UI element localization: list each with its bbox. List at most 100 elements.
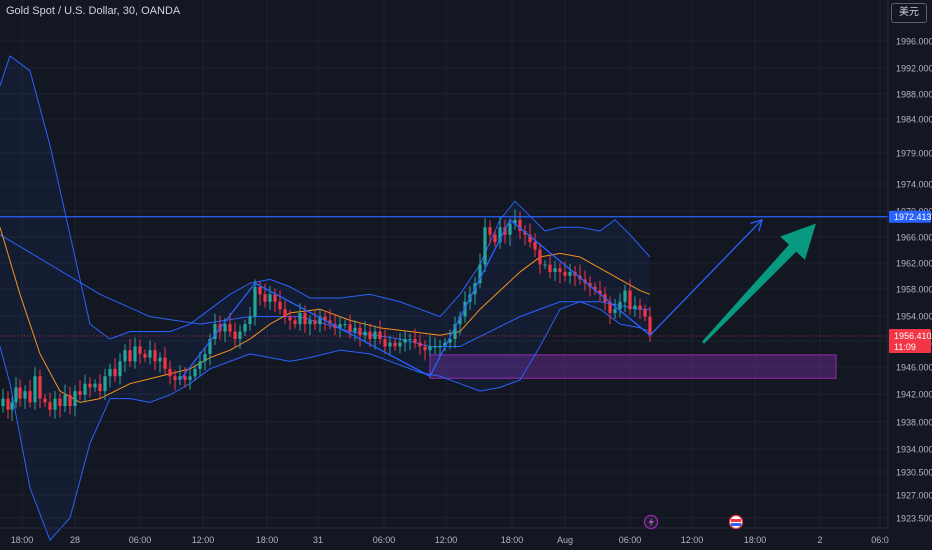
candle-body xyxy=(513,219,517,224)
time-tick-label: 06:0 xyxy=(871,535,889,545)
zigzag-line xyxy=(179,219,651,381)
candle-body xyxy=(23,391,27,399)
candle-body xyxy=(493,234,497,243)
candle-body xyxy=(543,264,547,266)
candle-body xyxy=(83,383,87,395)
candle-body xyxy=(438,346,442,348)
candle-body xyxy=(383,339,387,347)
price-tick-label: 1934.000 xyxy=(896,445,932,455)
time-tick-label: 12:00 xyxy=(681,535,704,545)
candle-body xyxy=(148,350,152,358)
price-axis: 1996.000 1992.000 1988.000 1984.000 1979.000… xyxy=(887,0,932,550)
candle-body xyxy=(183,376,187,380)
flag-event-icon xyxy=(728,514,744,530)
candle-body xyxy=(483,227,487,265)
candle-body xyxy=(88,383,92,388)
candle-body xyxy=(98,383,102,392)
candle-body xyxy=(113,368,117,377)
candle-body xyxy=(458,316,462,325)
candle-body xyxy=(423,346,427,351)
candle-body xyxy=(363,331,367,336)
candle-body xyxy=(63,394,67,407)
candle-body xyxy=(613,309,617,313)
candle-body xyxy=(638,305,642,310)
candle-body xyxy=(248,316,252,325)
candle-body xyxy=(18,387,22,399)
candle-body xyxy=(163,357,167,369)
candle-body xyxy=(393,342,397,347)
candle-body xyxy=(103,376,107,392)
countdown-label: 11:09 xyxy=(894,342,916,352)
candle-body xyxy=(518,219,522,231)
price-tick-label: 1962.000 xyxy=(896,259,932,269)
candle-body xyxy=(328,320,332,325)
price-tick-label: 1988.000 xyxy=(896,90,932,100)
price-axis-background xyxy=(888,0,932,550)
candle-body xyxy=(198,361,202,369)
bollinger-upper xyxy=(0,55,651,340)
price-tick-label: 1979.000 xyxy=(896,149,932,159)
candle-body xyxy=(293,320,297,325)
candle-body xyxy=(538,249,542,265)
candle-body xyxy=(38,376,42,399)
time-tick-label: 12:00 xyxy=(435,535,458,545)
candle-body xyxy=(633,305,637,310)
candle-body xyxy=(553,268,557,272)
currency-button[interactable]: 美元 xyxy=(891,3,927,23)
candle-body xyxy=(533,242,537,250)
candle-body xyxy=(68,394,72,407)
candle-body xyxy=(158,357,162,362)
candle-body xyxy=(78,391,82,395)
lightning-event-icon xyxy=(643,514,659,530)
candle-body xyxy=(298,312,302,325)
candle-body xyxy=(648,316,652,336)
candle-body xyxy=(178,376,182,380)
price-tick-label: 1923.500 xyxy=(896,514,932,524)
time-tick-label: Aug xyxy=(557,535,573,545)
price-tick-label: 1946.000 xyxy=(896,363,932,373)
time-tick-label: 06:00 xyxy=(129,535,152,545)
price-tick-label: 1938.000 xyxy=(896,418,932,428)
candle-body xyxy=(563,271,567,276)
candle-body xyxy=(93,383,97,388)
projection-line xyxy=(649,219,763,336)
candle-body xyxy=(488,227,492,235)
candle-body xyxy=(123,350,127,362)
candle-body xyxy=(403,339,407,343)
candles xyxy=(1,209,652,421)
horizontal-line-price-label: 1972.413 xyxy=(894,212,932,222)
candle-body xyxy=(263,294,267,302)
price-tick-label: 1992.000 xyxy=(896,64,932,74)
candle-body xyxy=(323,316,327,321)
candle-body xyxy=(623,290,627,302)
candle-body xyxy=(628,290,632,310)
candle-body xyxy=(268,294,272,302)
candle-body xyxy=(338,324,342,328)
candle-body xyxy=(208,339,212,354)
candle-body xyxy=(203,353,207,362)
time-tick-label: 18:00 xyxy=(501,535,524,545)
candle-body xyxy=(353,327,357,332)
candle-body xyxy=(153,350,157,362)
price-tick-label: 1930.500 xyxy=(896,468,932,478)
candle-body xyxy=(118,361,122,377)
candle-body xyxy=(568,271,572,276)
candle-body xyxy=(398,342,402,347)
candle-body xyxy=(598,290,602,295)
time-tick-label: 2 xyxy=(817,535,822,545)
candle-body xyxy=(108,368,112,377)
candle-body xyxy=(618,301,622,310)
candle-body xyxy=(188,376,192,380)
bullish-arrow xyxy=(701,223,816,344)
price-tick-label: 1954.000 xyxy=(896,312,932,322)
candle-body xyxy=(238,331,242,339)
candle-body xyxy=(288,316,292,321)
time-tick-label: 28 xyxy=(70,535,80,545)
candle-body xyxy=(528,234,532,243)
candle-body xyxy=(168,368,172,377)
time-tick-label: 31 xyxy=(313,535,323,545)
candle-body xyxy=(303,312,307,325)
candle-body xyxy=(413,339,417,343)
